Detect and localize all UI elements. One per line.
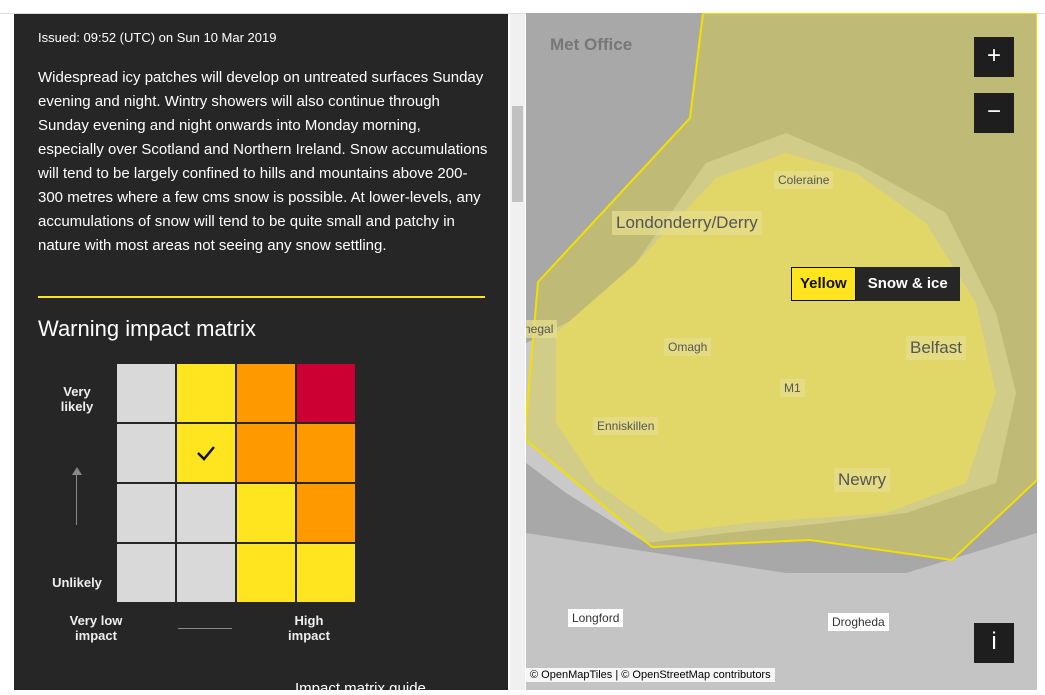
matrix-cell	[177, 424, 235, 482]
impact-low: Very low impact	[69, 613, 123, 643]
arrow-up	[76, 469, 77, 525]
place-label: Omagh	[664, 338, 712, 356]
place-label: Newry	[834, 468, 891, 492]
place-label: Drogheda	[828, 613, 889, 631]
scroll-thumb[interactable]	[512, 106, 523, 202]
warning-land	[556, 153, 996, 533]
matrix-cell	[117, 424, 175, 482]
matrix-cell	[297, 484, 355, 542]
land-south	[526, 533, 1037, 690]
warning-panel: Issued: 09:52 (UTC) on Sun 10 Mar 2019 W…	[14, 14, 508, 690]
check	[197, 446, 215, 461]
place-label: negal	[526, 320, 558, 338]
scrollbar[interactable]	[510, 14, 525, 690]
info-button[interactable]: i	[974, 623, 1014, 663]
zoom-in[interactable]: +	[974, 37, 1014, 77]
place-label: M1	[780, 379, 805, 397]
matrix-cell	[297, 544, 355, 602]
likelihood-low: Unlikely	[52, 575, 102, 590]
issued: Issued: 09:52 (UTC) on Sun 10 Mar 2019	[38, 30, 277, 45]
tab-strip	[0, 0, 1045, 14]
matrix-cell	[117, 484, 175, 542]
separator	[38, 296, 485, 298]
matrix-cell	[237, 484, 295, 542]
zoom-out[interactable]: −	[974, 93, 1014, 133]
badge-level[interactable]: Yellow	[791, 267, 856, 301]
matrix-cell	[177, 544, 235, 602]
place-label: Enniskillen	[593, 417, 659, 435]
map[interactable]: Met Office + − i Yellow Snow & ice © Ope…	[526, 13, 1037, 690]
matrix-cell	[297, 424, 355, 482]
arrow-right	[178, 628, 232, 629]
warning-area	[526, 13, 1037, 562]
impact-high: High impact	[288, 613, 330, 643]
matrix-cell	[237, 424, 295, 482]
matrix-cell	[177, 364, 235, 422]
attribution: © OpenMapTiles | © OpenStreetMap contrib…	[526, 668, 775, 682]
warning-badge[interactable]: Yellow Snow & ice	[791, 267, 960, 301]
matrix-cell	[297, 364, 355, 422]
matrix-cell	[117, 544, 175, 602]
guide-link[interactable]: Impact matrix guide	[295, 680, 426, 690]
place-label: Longford	[568, 609, 624, 627]
badge-type[interactable]: Snow & ice	[855, 267, 960, 301]
description: Widespread icy patches will develop on u…	[38, 69, 488, 254]
matrix-cell	[117, 364, 175, 422]
likelihood-high: Very likely	[60, 384, 94, 414]
matrix-cell	[177, 484, 235, 542]
matrix-cell	[237, 364, 295, 422]
place-label: Londonderry/Derry	[612, 211, 762, 235]
matrix-cell	[237, 544, 295, 602]
place-label: Belfast	[906, 336, 966, 360]
place-label: Coleraine	[774, 171, 834, 189]
logo: Met Office	[550, 35, 633, 54]
impact-matrix	[117, 364, 357, 604]
arrow-head	[72, 467, 82, 475]
matrix-title: Warning impact matrix	[38, 316, 257, 341]
